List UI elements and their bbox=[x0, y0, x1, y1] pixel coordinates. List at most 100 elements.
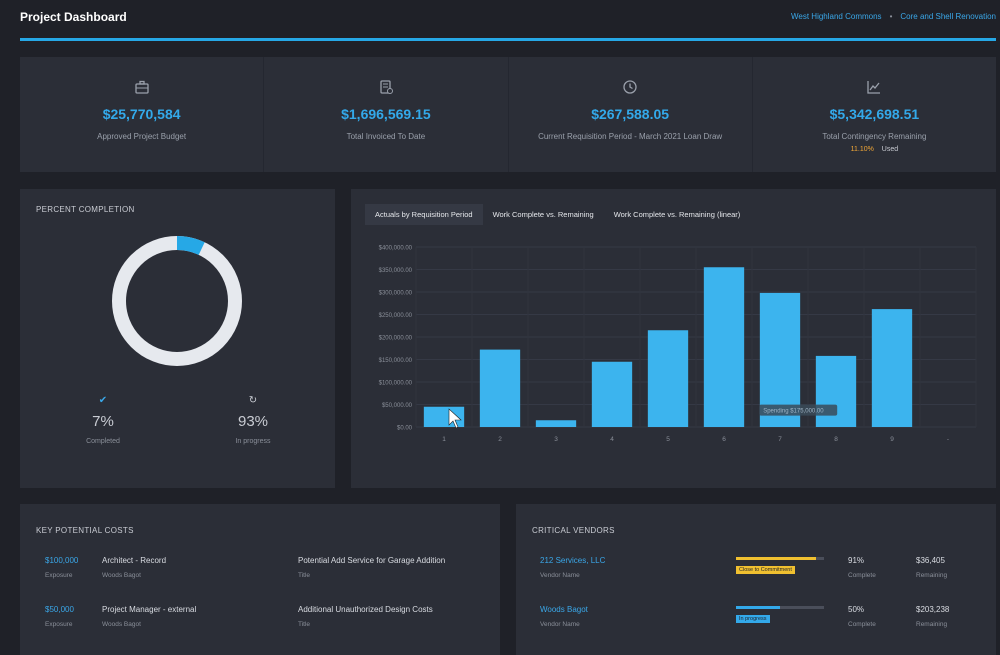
cost-role: Project Manager - external bbox=[102, 605, 197, 614]
top-bar: Project Dashboard West Highland Commons … bbox=[0, 0, 1000, 41]
chart-bar bbox=[423, 406, 465, 427]
percent-completion-panel: PERCENT COMPLETION ✔ 7% Completed ↻ 93% … bbox=[20, 189, 335, 488]
breadcrumb-project[interactable]: West Highland Commons bbox=[791, 12, 882, 21]
panel-title: PERCENT COMPLETION bbox=[36, 205, 135, 214]
kpi-value: $25,770,584 bbox=[102, 106, 181, 122]
line-chart-icon bbox=[867, 81, 881, 94]
kpi-current-requisition: $267,588.05 Current Requisition Period -… bbox=[509, 57, 753, 172]
x-tick-label: 4 bbox=[610, 436, 614, 443]
invoice-icon bbox=[380, 80, 393, 94]
list-item[interactable]: 212 Services, LLC Vendor Name Close to C… bbox=[516, 556, 996, 586]
chart-bar bbox=[647, 330, 689, 427]
kpi-label: Current Requisition Period - March 2021 … bbox=[538, 132, 723, 141]
y-tick-label: $300,000.00 bbox=[379, 291, 413, 297]
tab-actuals-by-period[interactable]: Actuals by Requisition Period bbox=[365, 204, 483, 225]
vendor-name-label: Vendor Name bbox=[540, 572, 580, 579]
vendor-status-badge: Close to Commitment bbox=[736, 566, 795, 574]
cost-title-label: Title bbox=[298, 621, 311, 628]
donut-completed-arc bbox=[112, 236, 242, 366]
list-item[interactable]: $50,000 Exposure Project Manager - exter… bbox=[20, 605, 500, 635]
list-item[interactable]: Woods Bagot Vendor Name In progress 50% … bbox=[516, 605, 996, 635]
check-icon: ✔ bbox=[98, 395, 108, 406]
vendor-remaining-label: Remaining bbox=[916, 621, 948, 628]
cost-amount[interactable]: $50,000 bbox=[45, 605, 74, 614]
briefcase-icon bbox=[134, 80, 149, 94]
spinner-icon: ↻ bbox=[248, 395, 258, 406]
x-tick-label: 6 bbox=[722, 436, 726, 443]
cost-title: Potential Add Service for Garage Additio… bbox=[298, 556, 446, 565]
cost-company: Woods Bagot bbox=[102, 621, 141, 628]
chart-tabs: Actuals by Requisition Period Work Compl… bbox=[365, 204, 750, 225]
cost-amount-label: Exposure bbox=[45, 572, 73, 579]
cost-title-label: Title bbox=[298, 572, 311, 579]
y-tick-label: $200,000.00 bbox=[379, 336, 413, 342]
vendor-remaining: $36,405 bbox=[916, 556, 945, 565]
breadcrumb-separator: • bbox=[889, 12, 893, 21]
contingency-used: 11.10% Used bbox=[753, 146, 996, 153]
y-tick-label: $350,000.00 bbox=[379, 268, 413, 274]
clock-icon bbox=[623, 80, 637, 94]
kpi-label: Approved Project Budget bbox=[97, 132, 187, 141]
x-tick-label: 5 bbox=[666, 436, 670, 443]
kpi-value: $267,588.05 bbox=[591, 106, 670, 122]
vendor-progress-fill bbox=[736, 557, 817, 560]
y-tick-label: $0.00 bbox=[397, 426, 413, 432]
vendor-progress-bar bbox=[736, 606, 824, 609]
chart-bar bbox=[871, 309, 913, 427]
vendor-name-label: Vendor Name bbox=[540, 621, 580, 628]
actuals-bar-chart: $0.00 $50,000.00 $100,000.00 $150,000.00 $20… bbox=[379, 246, 977, 443]
panel-title: KEY POTENTIAL COSTS bbox=[36, 526, 134, 535]
vendor-percent-label: Complete bbox=[848, 572, 876, 579]
kpi-value: $1,696,569.15 bbox=[341, 106, 431, 122]
tab-work-complete-linear[interactable]: Work Complete vs. Remaining (linear) bbox=[613, 210, 741, 219]
breadcrumb: West Highland Commons • Core and Shell R… bbox=[791, 12, 996, 21]
cost-role: Architect - Record bbox=[102, 556, 167, 565]
cost-amount-label: Exposure bbox=[45, 621, 73, 628]
header-accent-line bbox=[20, 38, 996, 41]
vendor-name[interactable]: Woods Bagot bbox=[540, 605, 588, 614]
chart-annotation-box bbox=[759, 404, 838, 416]
chart-annotation: Spending $175,000.00 bbox=[763, 409, 824, 415]
kpi-label: Total Invoiced To Date bbox=[346, 132, 426, 141]
tab-work-complete[interactable]: Work Complete vs. Remaining bbox=[492, 210, 594, 219]
vendor-percent: 50% bbox=[848, 605, 865, 614]
chart-bar bbox=[591, 361, 633, 427]
vendor-progress-bar bbox=[736, 557, 824, 560]
cost-amount[interactable]: $100,000 bbox=[45, 556, 79, 565]
completed-label: Completed bbox=[86, 438, 120, 445]
key-potential-costs-panel: KEY POTENTIAL COSTS $100,000 Exposure Ar… bbox=[20, 504, 500, 655]
x-tick-label: 3 bbox=[554, 436, 558, 443]
mouse-cursor-icon bbox=[448, 408, 462, 429]
cost-title: Additional Unauthorized Design Costs bbox=[298, 605, 433, 614]
x-tick-label: 1 bbox=[442, 436, 446, 443]
cost-company: Woods Bagot bbox=[102, 572, 141, 579]
x-tick-label: 2 bbox=[498, 436, 502, 443]
page-title: Project Dashboard bbox=[20, 10, 127, 24]
vendor-remaining-label: Remaining bbox=[916, 572, 948, 579]
kpi-contingency-remaining: $5,342,698.51 Total Contingency Remainin… bbox=[753, 57, 996, 172]
vendor-percent: 91% bbox=[848, 556, 865, 565]
vendor-name[interactable]: 212 Services, LLC bbox=[540, 556, 606, 565]
breadcrumb-subproject[interactable]: Core and Shell Renovation bbox=[900, 12, 996, 21]
in-progress-value: 93% bbox=[237, 413, 269, 430]
in-progress-label: In progress bbox=[235, 438, 271, 445]
donut-track bbox=[112, 236, 242, 366]
chart-bar bbox=[815, 355, 857, 427]
critical-vendors-panel: CRITICAL VENDORS 212 Services, LLC Vendo… bbox=[516, 504, 996, 655]
chart-bar bbox=[703, 267, 745, 427]
x-tick-label: 9 bbox=[890, 436, 894, 443]
vendor-percent-label: Complete bbox=[848, 621, 876, 628]
list-item[interactable]: $100,000 Exposure Architect - Record Woo… bbox=[20, 556, 500, 586]
chart-bar bbox=[535, 420, 577, 427]
vendor-progress-fill bbox=[736, 606, 780, 609]
panel-title: CRITICAL VENDORS bbox=[532, 526, 615, 535]
in-progress-stat: ↻ 93% In progress bbox=[213, 395, 293, 445]
completed-stat: ✔ 7% Completed bbox=[63, 395, 143, 445]
x-tick-label: 7 bbox=[778, 436, 782, 443]
vendor-remaining: $203,238 bbox=[916, 605, 950, 614]
kpi-summary-panel: $25,770,584 Approved Project Budget $1,6… bbox=[20, 57, 996, 172]
x-tick-label: - bbox=[947, 436, 949, 443]
y-tick-label: $250,000.00 bbox=[379, 313, 413, 319]
kpi-value: $5,342,698.51 bbox=[829, 106, 920, 122]
vendor-status-badge: In progress bbox=[736, 615, 770, 623]
